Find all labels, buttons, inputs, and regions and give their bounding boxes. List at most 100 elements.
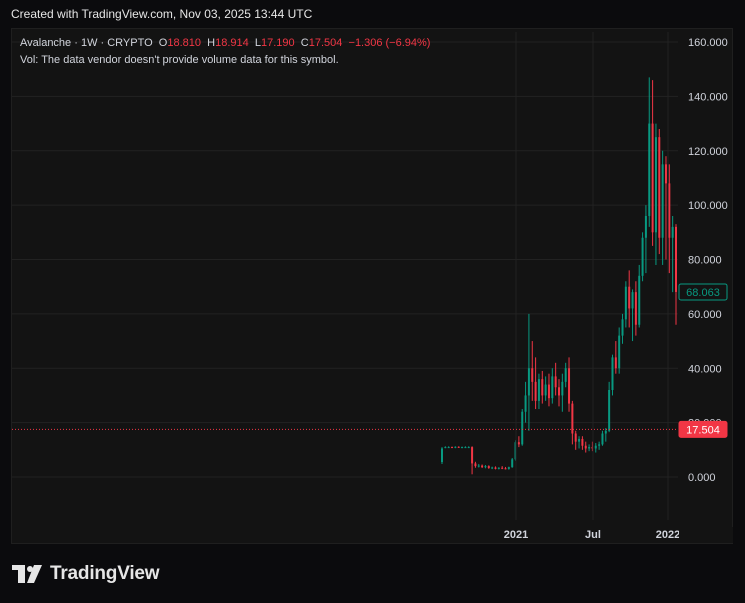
candle-body <box>668 183 671 238</box>
y-tick-label: 140.000 <box>688 91 728 103</box>
candle-body <box>644 216 647 238</box>
candle-body <box>614 357 617 369</box>
ohlc-legend: Avalanche · 1W · CRYPTO O18.810 H18.914 … <box>20 37 430 49</box>
candle-body <box>574 433 577 442</box>
candle-body <box>664 164 667 184</box>
candle-body <box>501 467 504 469</box>
candle-body <box>638 275 641 325</box>
candle-body <box>561 381 564 396</box>
candle-body <box>604 430 607 434</box>
candle-body <box>464 447 467 449</box>
candle-body <box>634 292 637 325</box>
candle-body <box>654 137 657 233</box>
tradingview-brand: TradingView <box>50 563 160 584</box>
candle-body <box>621 319 624 336</box>
last-price-label: 17.504 <box>686 424 720 436</box>
y-tick-label: 120.000 <box>688 146 728 158</box>
candle-body <box>671 226 674 238</box>
candle-body <box>484 466 487 468</box>
y-tick-label: 60.000 <box>688 309 722 321</box>
candle-body <box>641 237 644 276</box>
candle-body <box>628 286 631 309</box>
y-tick-label: 80.000 <box>688 255 722 267</box>
candle-body <box>594 445 597 449</box>
candle-body <box>541 379 544 396</box>
candle-body <box>624 286 627 320</box>
candle-body <box>447 447 450 449</box>
candle-body <box>461 447 464 449</box>
open-label: O <box>158 37 168 49</box>
y-tick-label: 100.000 <box>688 200 728 212</box>
x-tick-label: Jul <box>585 529 601 541</box>
candle-body <box>651 123 654 233</box>
low-value: 17.190 <box>261 37 295 49</box>
candle-body <box>531 368 534 382</box>
candle-body <box>611 357 614 390</box>
candle-body <box>474 463 477 467</box>
candle-body <box>631 292 634 309</box>
candle-body <box>618 335 621 369</box>
candle-body <box>521 411 524 445</box>
last-price-badge <box>678 420 728 438</box>
candle-body <box>547 384 550 399</box>
candle-body <box>504 468 507 470</box>
candle-body <box>497 467 500 469</box>
y-tick-label: 160.000 <box>688 37 728 49</box>
current-price-label: 68.063 <box>686 287 720 299</box>
high-value: 18.914 <box>215 37 249 49</box>
candle-body <box>467 447 470 449</box>
candle-body <box>487 466 490 469</box>
candle-body <box>444 447 447 449</box>
candle-body <box>578 438 581 442</box>
y-tick-label: 40.000 <box>688 363 722 375</box>
candle-body <box>601 433 604 445</box>
candle-body <box>648 123 651 216</box>
candle-body <box>491 467 494 469</box>
top-bar: Created with TradingView.com, Nov 03, 20… <box>0 0 745 28</box>
candle-body <box>511 459 514 468</box>
candle-body <box>527 368 530 396</box>
candle-body <box>544 384 547 396</box>
y-tick-label: 0.000 <box>688 472 716 484</box>
candle-body <box>481 465 484 468</box>
candle-body <box>551 376 554 399</box>
tradingview-logo[interactable]: TradingView <box>12 562 160 586</box>
candle-body <box>471 447 474 464</box>
candle-body <box>554 376 557 388</box>
candle-body <box>477 465 480 467</box>
candle-body <box>557 387 561 396</box>
high-label: H <box>207 37 216 49</box>
candle-body <box>658 137 661 238</box>
x-tick-label: 2022 <box>656 529 680 541</box>
candle-body <box>568 368 571 404</box>
candle-body <box>564 368 567 382</box>
created-with-label: Created with TradingView.com, Nov 03, 20… <box>11 7 313 21</box>
candle-body <box>581 438 584 446</box>
candle-body <box>454 446 457 448</box>
candle-body <box>588 447 591 449</box>
candle-body <box>451 447 454 449</box>
candle-body <box>494 467 497 469</box>
tradingview-logo-icon <box>12 565 42 583</box>
candle-body <box>608 390 611 431</box>
chart-panel[interactable] <box>11 28 733 544</box>
x-tick-label: 2021 <box>504 529 528 541</box>
symbol-label[interactable]: Avalanche · 1W · CRYPTO <box>20 37 153 49</box>
candle-body <box>457 446 460 448</box>
candle-body <box>571 403 574 434</box>
volume-note: Vol: The data vendor doesn't provide vol… <box>20 54 339 66</box>
current-price-badge <box>678 283 728 301</box>
candle-body <box>537 379 540 401</box>
candle-body <box>507 467 510 469</box>
candle-body <box>584 445 587 449</box>
candle-body <box>440 448 444 463</box>
axis-mask <box>679 527 733 543</box>
candle-body <box>517 442 520 445</box>
close-label: C <box>300 37 309 49</box>
candle-body <box>598 444 601 446</box>
close-value: 17.504 <box>308 37 343 49</box>
candle-body <box>674 226 678 292</box>
candle-body <box>524 395 527 412</box>
low-label: L <box>254 37 261 49</box>
